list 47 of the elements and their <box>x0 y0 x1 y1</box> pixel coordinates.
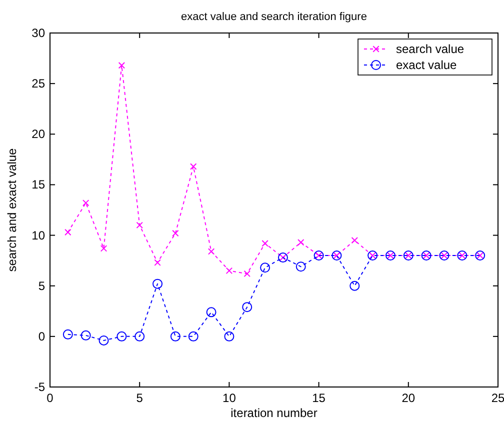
y-tick-label: -5 <box>34 380 46 394</box>
point <box>190 163 197 170</box>
point <box>118 62 126 69</box>
x-tick-label: 25 <box>491 391 504 405</box>
point <box>136 222 143 229</box>
y-tick-label: 10 <box>32 228 46 242</box>
chart-title: exact value and search iteration figure <box>181 11 367 23</box>
point <box>134 331 145 342</box>
y-tick-label: 15 <box>32 178 46 192</box>
y-axis-title: search and exact value <box>5 148 19 272</box>
y-tick-label: 20 <box>32 127 46 142</box>
x-axis-title: iteration number <box>230 406 318 420</box>
point <box>64 228 72 236</box>
x-tick-label: 10 <box>222 391 236 405</box>
point <box>296 262 306 272</box>
point <box>116 331 127 342</box>
y-tick-label: 5 <box>38 278 46 293</box>
point <box>226 267 233 274</box>
point <box>172 230 179 237</box>
point <box>82 200 90 206</box>
point <box>62 329 73 340</box>
legend-label: exact value <box>396 58 458 72</box>
point <box>260 262 270 273</box>
point <box>350 280 360 291</box>
point <box>188 331 198 342</box>
y-tick-label: 25 <box>32 76 46 91</box>
point <box>208 248 215 255</box>
point <box>242 302 252 312</box>
point <box>262 240 268 247</box>
point <box>152 278 163 289</box>
x-tick-label: 15 <box>312 391 326 405</box>
point <box>170 331 180 342</box>
y-tick-label: 30 <box>32 26 46 40</box>
x-tick-label: 0 <box>46 391 54 405</box>
point <box>80 330 91 340</box>
x-tick-label: 20 <box>402 391 416 405</box>
point <box>98 335 109 346</box>
point <box>100 245 108 252</box>
point <box>224 331 234 342</box>
point <box>298 239 304 246</box>
y-tick-label: 0 <box>38 329 46 344</box>
point <box>206 307 216 318</box>
point <box>154 259 161 266</box>
x-tick-label: 5 <box>136 391 144 405</box>
point <box>244 270 250 278</box>
legend-label: search value <box>396 42 464 56</box>
point <box>351 236 358 244</box>
